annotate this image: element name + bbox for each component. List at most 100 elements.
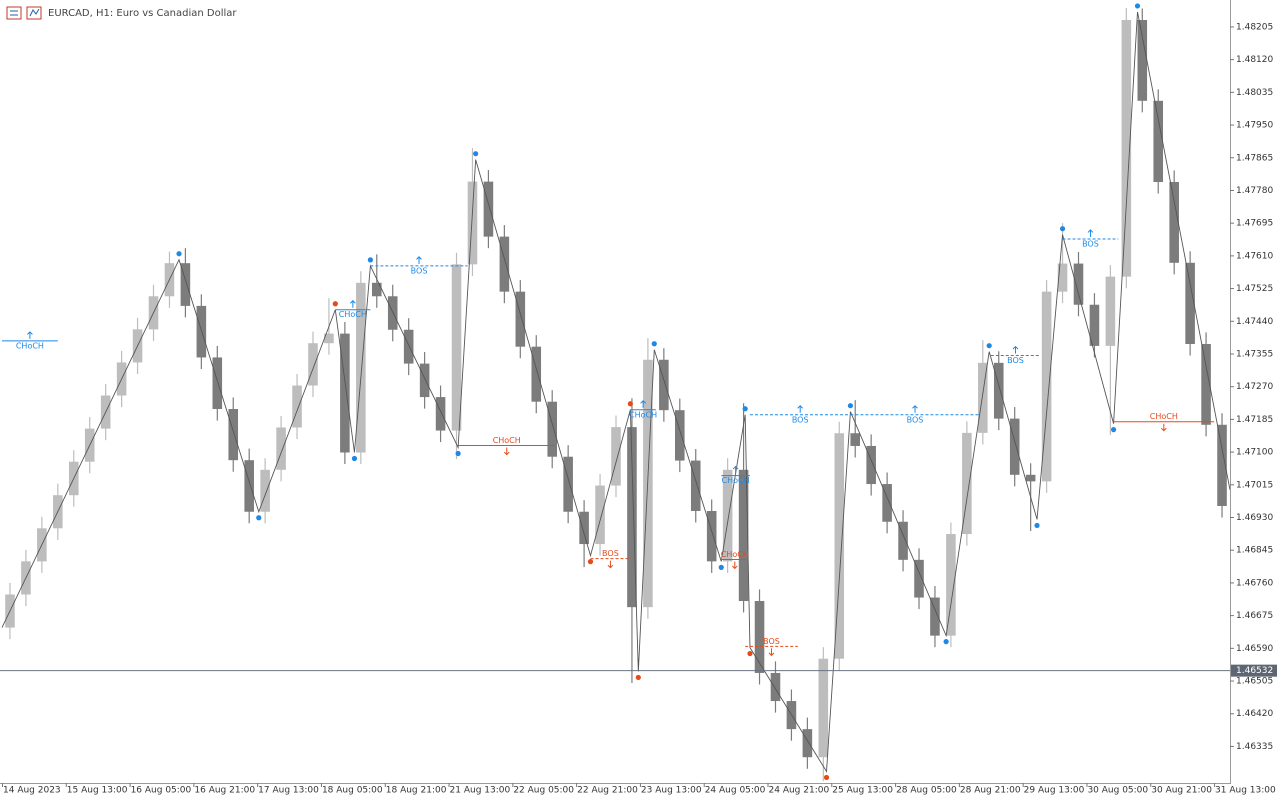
candle-body (882, 484, 892, 522)
structure-arrow (1087, 229, 1094, 237)
candle-body (738, 469, 749, 602)
pivot-dot (823, 774, 830, 781)
y-tick-label: 1.47950 (1236, 121, 1273, 131)
structure-arrow (1160, 423, 1167, 432)
structure-arrow (640, 400, 646, 408)
candle-body (563, 456, 573, 512)
structure-label: BOS (792, 415, 809, 424)
x-tick-label: 30 Aug 21:00 (1151, 786, 1212, 796)
candle-body (1025, 474, 1036, 482)
y-tick-label: 1.47355 (1236, 349, 1273, 359)
structure-label: BOS (1007, 356, 1024, 365)
y-tick-label: 1.47865 (1236, 153, 1273, 163)
structure-label: BOS (1082, 239, 1099, 248)
pivot-dot (986, 343, 992, 349)
candle-body (1121, 20, 1132, 277)
structure-arrow (731, 561, 738, 570)
candle-body (675, 410, 685, 461)
header-icons (6, 6, 42, 20)
y-tick-label: 1.47440 (1236, 317, 1273, 327)
candle-body (802, 729, 813, 758)
pivot-dot (847, 403, 854, 409)
pivot-dot (367, 257, 373, 263)
structure-label: CHoCH (721, 550, 749, 559)
pivot-dot (651, 341, 657, 347)
structure-label: CHoCH (1150, 412, 1178, 421)
candle-body (292, 385, 302, 428)
pivot-dot (1110, 427, 1117, 433)
pivot-dot (256, 515, 262, 521)
candle-body (1137, 20, 1148, 101)
y-tick-label: 1.46675 (1236, 611, 1273, 621)
candle-body (356, 282, 366, 453)
pivot-dot (718, 564, 724, 570)
candle-body (1169, 181, 1179, 263)
pivot-dot (1059, 226, 1066, 232)
candle-body (1089, 304, 1100, 346)
x-tick-label: 25 Aug 13:00 (832, 786, 893, 796)
candle-body (834, 433, 845, 659)
candle-body (403, 329, 414, 364)
candle-body (371, 282, 382, 297)
current-price-label: 1.46532 (1236, 666, 1273, 676)
candle-body (770, 672, 781, 702)
candle-body (993, 362, 1004, 419)
x-tick-label: 16 Aug 21:00 (194, 786, 255, 796)
pivot-dot (742, 406, 748, 412)
pivot-dot (473, 151, 479, 157)
candle-body (722, 469, 733, 562)
candle-body (978, 362, 988, 433)
x-tick-label: 16 Aug 05:00 (131, 786, 192, 796)
candle-body (850, 433, 861, 446)
candle-body (930, 597, 940, 636)
candle-body (324, 333, 334, 344)
y-tick-label: 1.46930 (1236, 513, 1273, 523)
candle-body (818, 658, 829, 758)
candle-body (515, 291, 526, 347)
x-tick-label: 30 Aug 05:00 (1087, 786, 1148, 796)
x-tick-label: 14 Aug 2023 (3, 786, 61, 796)
structure-label: BOS (602, 549, 619, 558)
candle-body (1105, 276, 1116, 346)
structure-arrow (732, 465, 739, 474)
candle-body (308, 343, 318, 386)
x-tick-label: 18 Aug 05:00 (322, 786, 383, 796)
structure-label: CHoCH (629, 410, 657, 419)
candle-body (1201, 343, 1211, 425)
x-tick-label: 17 Aug 13:00 (258, 786, 319, 796)
x-tick-label: 22 Aug 21:00 (577, 786, 638, 796)
pivot-dot (1034, 522, 1040, 529)
candle-body (627, 427, 637, 608)
y-tick-label: 1.48205 (1236, 22, 1273, 32)
y-tick-label: 1.46420 (1236, 709, 1273, 719)
candle-body (228, 409, 239, 461)
structure-arrow (912, 405, 918, 413)
x-tick-label: 28 Aug 21:00 (960, 786, 1021, 796)
x-tick-label: 24 Aug 05:00 (705, 786, 766, 796)
candle-body (212, 357, 223, 410)
candle-body (579, 511, 589, 545)
icon (6, 6, 22, 20)
candle-body (499, 236, 510, 292)
candle-body (946, 534, 956, 636)
x-tick-label: 28 Aug 05:00 (896, 786, 957, 796)
candle-body (1057, 263, 1068, 292)
pivot-dot (1134, 3, 1141, 9)
y-tick-label: 1.46845 (1236, 546, 1273, 556)
y-tick-label: 1.46505 (1236, 677, 1273, 687)
y-tick-label: 1.47780 (1236, 186, 1273, 196)
candle-body (1073, 263, 1084, 305)
pivot-dot (943, 639, 949, 645)
candle-body (1185, 262, 1195, 344)
candle-body (962, 432, 972, 535)
pivot-dot (587, 559, 594, 565)
structure-arrow (607, 560, 614, 569)
zigzag-line (1, 11, 1230, 773)
structure-label: CHoCH (722, 476, 750, 485)
y-tick-label: 1.48035 (1236, 88, 1273, 98)
structure-label: CHoCH (493, 436, 521, 445)
structure-label: BOS (763, 637, 780, 646)
y-tick-label: 1.47100 (1236, 448, 1273, 458)
